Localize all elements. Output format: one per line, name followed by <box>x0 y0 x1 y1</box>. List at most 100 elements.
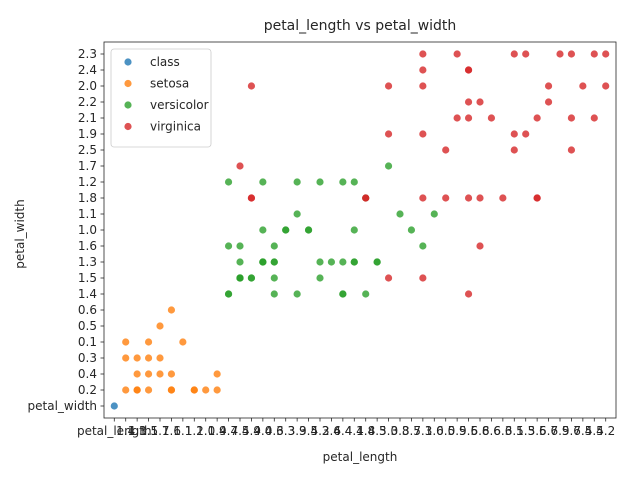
data-point-setosa <box>179 338 187 346</box>
data-point-versicolor <box>270 242 278 250</box>
data-point-virginica <box>442 146 450 154</box>
data-point-setosa <box>144 386 153 394</box>
data-point-setosa <box>167 306 176 314</box>
data-point-virginica <box>464 98 473 106</box>
y-tick-label: 2.3 <box>78 47 97 61</box>
data-point-setosa <box>167 386 176 394</box>
y-tick-label: 2.5 <box>78 143 97 157</box>
x-tick-label: 5.5 <box>528 424 547 438</box>
data-point-virginica <box>419 50 427 58</box>
data-point-versicolor <box>270 258 278 266</box>
data-point-setosa <box>133 386 141 394</box>
x-tick-label: 1.3 <box>128 424 147 438</box>
data-point-virginica <box>499 194 507 202</box>
x-tick-label: 3.9 <box>288 424 307 438</box>
data-point-virginica <box>544 98 553 106</box>
legend-marker-setosa <box>124 79 132 88</box>
x-tick-label: 6.3 <box>493 424 512 438</box>
data-point-virginica <box>419 130 427 138</box>
data-point-setosa <box>213 370 221 378</box>
data-point-versicolor <box>384 162 393 170</box>
data-point-setosa <box>156 370 164 378</box>
data-point-virginica <box>419 82 427 90</box>
legend-marker-virginica <box>124 122 132 131</box>
x-tick-label: 3.0 <box>425 424 444 438</box>
data-point-versicolor <box>236 258 244 266</box>
y-tick-label: 0.3 <box>78 351 97 365</box>
data-point-versicolor <box>316 178 324 186</box>
data-point-class <box>110 402 118 410</box>
x-tick-label: 1.5 <box>139 424 158 438</box>
x-tick-label: 3.5 <box>299 424 318 438</box>
data-point-virginica <box>236 162 244 170</box>
x-tick-label: 3.6 <box>322 424 341 438</box>
data-point-setosa <box>122 386 130 394</box>
series-setosa <box>122 306 221 394</box>
y-tick-label: 1.3 <box>78 255 97 269</box>
legend-label-setosa: setosa <box>150 77 189 91</box>
data-point-virginica <box>247 194 256 202</box>
data-point-versicolor <box>327 258 336 266</box>
data-point-versicolor <box>350 258 358 266</box>
x-tick-label: 6.1 <box>505 424 524 438</box>
data-point-versicolor <box>293 290 301 298</box>
data-point-virginica <box>510 130 518 138</box>
x-tick-label: 1.9 <box>208 424 227 438</box>
data-point-virginica <box>590 114 598 122</box>
data-point-versicolor <box>339 290 347 298</box>
data-point-versicolor <box>224 290 233 298</box>
data-point-virginica <box>419 194 427 202</box>
data-point-virginica <box>464 194 473 202</box>
y-tick-label: 1.6 <box>78 239 97 253</box>
y-tick-label: 1.4 <box>78 287 97 301</box>
x-tick-label: 1.2 <box>185 424 204 438</box>
data-point-virginica <box>419 274 427 282</box>
data-point-versicolor <box>430 210 438 218</box>
data-point-setosa <box>122 354 130 362</box>
data-point-virginica <box>476 242 484 250</box>
legend-label-virginica: virginica <box>150 120 201 134</box>
data-point-virginica <box>602 82 610 90</box>
data-point-setosa <box>213 386 221 394</box>
x-axis-label: petal_length <box>323 450 398 464</box>
y-tick-label: 0.6 <box>78 303 97 317</box>
data-point-versicolor <box>316 258 324 266</box>
data-point-versicolor <box>304 226 313 234</box>
data-point-virginica <box>464 66 473 74</box>
data-point-versicolor <box>339 258 347 266</box>
data-point-virginica <box>556 50 564 58</box>
x-tick-label: 6.0 <box>436 424 455 438</box>
x-tick-label: 1.4 <box>116 424 135 438</box>
data-point-virginica <box>453 50 461 58</box>
data-point-virginica <box>567 146 576 154</box>
chart-title: petal_length vs petal_width <box>264 18 457 34</box>
x-tick-label: 1.1 <box>173 424 192 438</box>
data-point-versicolor <box>316 274 324 282</box>
data-point-versicolor <box>362 290 370 298</box>
y-tick-label: 2.4 <box>78 63 97 77</box>
data-point-virginica <box>362 194 370 202</box>
x-tick-label: 4.1 <box>345 424 364 438</box>
data-point-versicolor <box>419 242 427 250</box>
y-tick-label: 0.1 <box>78 335 97 349</box>
x-tick-label: 5.1 <box>413 424 432 438</box>
data-point-virginica <box>522 130 530 138</box>
x-tick-label: 6.4 <box>573 424 592 438</box>
legend-label-versicolor: versicolor <box>150 98 209 112</box>
data-point-virginica <box>464 290 473 298</box>
data-point-versicolor <box>247 274 256 282</box>
data-point-versicolor <box>224 242 233 250</box>
data-point-virginica <box>476 98 484 106</box>
x-tick-label: 5.3 <box>516 424 535 438</box>
data-point-virginica <box>487 114 496 122</box>
y-tick-label: 0.5 <box>78 319 97 333</box>
x-tick-label: 3.3 <box>276 424 295 438</box>
data-point-virginica <box>544 82 553 90</box>
data-point-setosa <box>144 370 153 378</box>
x-tick-label: 4.5 <box>230 424 249 438</box>
data-point-versicolor <box>270 290 278 298</box>
data-point-versicolor <box>270 274 278 282</box>
y-tick-label: 1.8 <box>78 191 97 205</box>
data-point-virginica <box>384 130 393 138</box>
